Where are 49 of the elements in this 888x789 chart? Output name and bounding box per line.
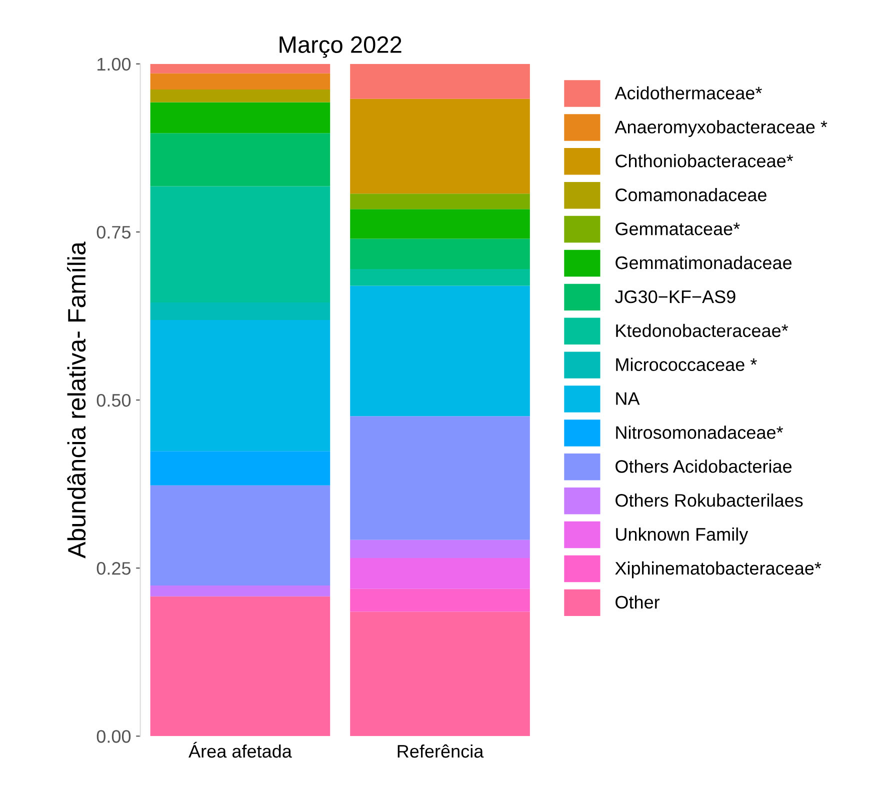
legend-label: Ktedonobacteraceae* — [616, 324, 788, 338]
legend-label: Others Acidobacteriae — [616, 460, 792, 473]
x-tick-label: Referência — [398, 744, 484, 758]
bar — [150, 302, 330, 320]
legend-label: Xiphinematobacteraceae* — [615, 561, 822, 578]
bar — [350, 209, 530, 239]
bar — [350, 416, 530, 540]
bar — [350, 558, 530, 589]
bar — [150, 73, 330, 90]
bar — [150, 64, 330, 74]
x-tick-label: Área afetada — [188, 742, 292, 758]
legend-label: Gemmataceae* — [616, 222, 740, 236]
bar — [350, 612, 530, 736]
legend-label: Chthoniobacteraceae* — [616, 154, 794, 168]
legend-label: Anaeromyxobacteraceae * — [614, 120, 828, 137]
bar — [350, 588, 530, 612]
bar — [150, 485, 330, 586]
bar — [350, 286, 530, 416]
chart-title: Março 2022 — [280, 36, 402, 58]
legend-label: Comamonadaceae — [616, 188, 766, 202]
legend-label: Others Rokubacterilaes — [616, 494, 803, 507]
y-tick-label: 1.00 — [98, 58, 131, 71]
y-axis-title: Abundância relativa- Família — [66, 242, 86, 558]
legend-label: JG30−KF−AS9 — [614, 290, 736, 304]
bar — [350, 268, 530, 286]
bar — [350, 540, 530, 558]
bar — [150, 186, 330, 303]
bar — [150, 133, 330, 186]
bar — [350, 98, 530, 194]
bar — [150, 596, 330, 736]
bar — [150, 586, 330, 596]
y-tick-label: 0.50 — [96, 394, 131, 407]
legend-label: Unknown Family — [616, 527, 748, 544]
legend-label: Acidothermaceae* — [614, 86, 762, 100]
y-tick-label: 0.25 — [96, 562, 131, 575]
y-tick-label: 0.75 — [96, 226, 131, 239]
bar — [350, 238, 530, 269]
bar — [150, 89, 330, 102]
legend-label: Other — [616, 595, 660, 609]
legend-label: Nitrosomonadaceae* — [616, 426, 784, 439]
bar — [350, 194, 530, 210]
legend-label: NA — [616, 392, 640, 405]
y-tick-label: 0.00 — [96, 730, 131, 743]
legend-label: Micrococcaceae * — [616, 358, 757, 372]
bar — [150, 451, 330, 486]
bar — [150, 320, 330, 452]
bar — [150, 102, 330, 134]
legend-label: Gemmatimonadaceae — [616, 256, 792, 270]
bar — [350, 64, 530, 99]
